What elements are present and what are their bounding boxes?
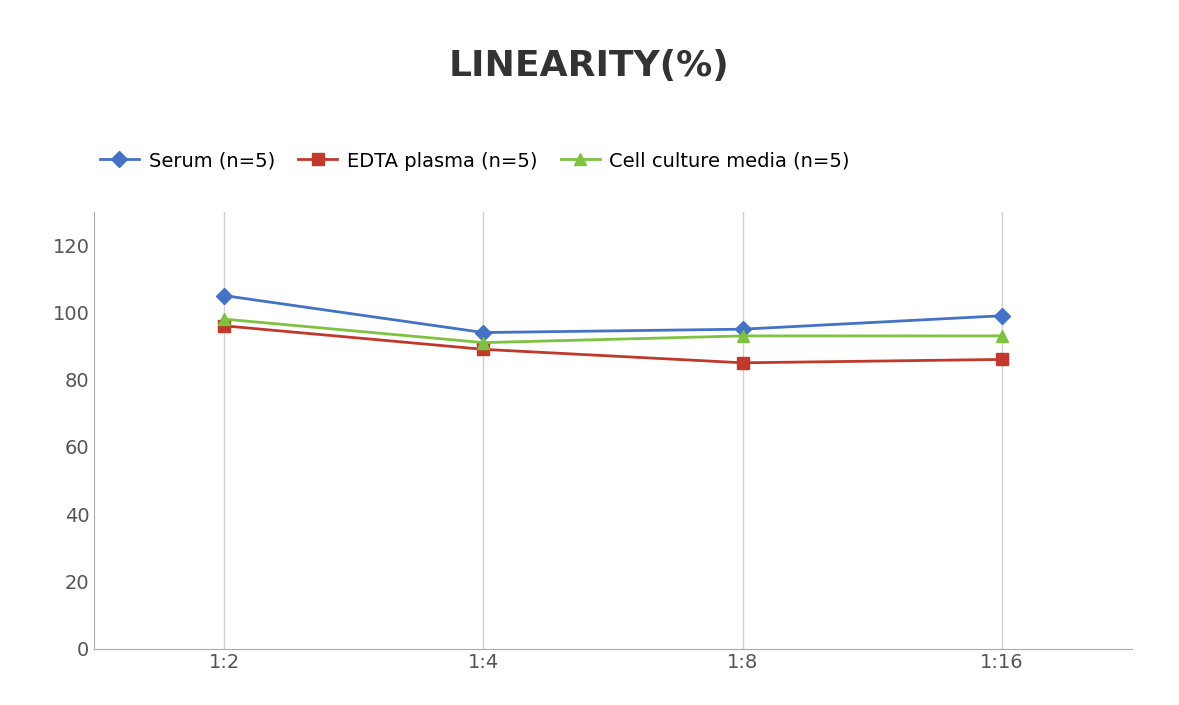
- EDTA plasma (n=5): [476, 345, 490, 354]
- Serum (n=5): [476, 329, 490, 337]
- Line: Cell culture media (n=5): Cell culture media (n=5): [218, 314, 1008, 348]
- Cell culture media (n=5): [476, 338, 490, 347]
- Cell culture media (n=5): [736, 331, 750, 340]
- Serum (n=5): [736, 325, 750, 333]
- EDTA plasma (n=5): [217, 321, 231, 330]
- Text: LINEARITY(%): LINEARITY(%): [449, 49, 730, 83]
- EDTA plasma (n=5): [736, 359, 750, 367]
- Serum (n=5): [217, 291, 231, 300]
- Line: Serum (n=5): Serum (n=5): [218, 290, 1008, 338]
- Legend: Serum (n=5), EDTA plasma (n=5), Cell culture media (n=5): Serum (n=5), EDTA plasma (n=5), Cell cul…: [92, 144, 857, 178]
- Line: EDTA plasma (n=5): EDTA plasma (n=5): [218, 320, 1008, 368]
- Serum (n=5): [995, 312, 1009, 320]
- EDTA plasma (n=5): [995, 355, 1009, 364]
- Cell culture media (n=5): [995, 331, 1009, 340]
- Cell culture media (n=5): [217, 315, 231, 324]
